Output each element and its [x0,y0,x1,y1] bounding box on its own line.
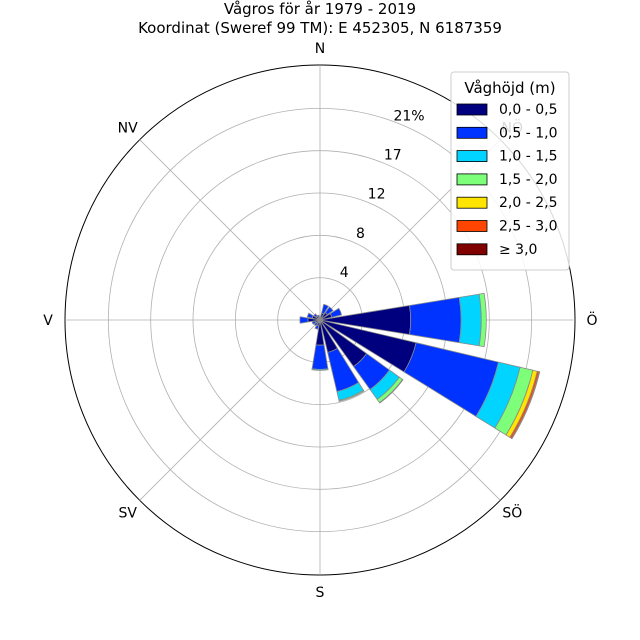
bar-segment-ÖNÖ-1 [329,307,343,318]
legend-swatch [456,126,488,139]
direction-label-Ö: Ö [586,311,597,329]
legend-label: 2,5 - 3,0 [499,219,557,235]
direction-label-SÖ: SÖ [502,503,522,521]
bars-layer [299,292,541,440]
bar-segment-ÖSÖ-6 [511,371,541,440]
bar-segment-VNV-1 [306,312,314,319]
bar-segment-SV-1 [313,321,319,327]
legend-title: Våghöjd (m) [464,79,555,97]
radial-tick-label: 4 [340,265,349,281]
bar-segment-S-2 [311,368,329,371]
direction-label-NV: NV [118,121,138,137]
bar-segment-SSÖ-3 [338,389,365,402]
chart-title: Vågros för år 1979 - 2019 [224,0,416,18]
radial-tick-label: 21% [393,109,424,125]
legend-label: 0,0 - 0,5 [499,102,557,118]
bar-segment-SSV-1 [314,324,320,330]
direction-label-N: N [315,41,325,57]
legend-label: 1,0 - 1,5 [499,149,557,165]
legend-label: ≥ 3,0 [499,242,537,258]
bar-segment-NV-1 [313,313,318,318]
legend-label: 1,5 - 2,0 [499,172,557,188]
legend-swatch [456,150,488,163]
radial-tick-label: 12 [368,187,386,203]
bar-segment-Ö-1 [409,296,462,344]
bar-segment-Ö-3 [478,292,487,348]
legend-label: 2,0 - 2,5 [499,195,557,211]
bar-segment-NNV-1 [316,314,320,318]
legend-swatch [456,173,488,186]
bar-segment-S-1 [311,344,329,370]
legend-swatch [456,243,488,256]
bar-segment-VSV-1 [311,320,317,325]
legend: Våghöjd (m) 0,0 - 0,5 0,5 - 1,0 1,0 - 1,5 1… [450,71,570,271]
bar-segment-V-1 [299,316,309,324]
radial-tick-label: 8 [356,226,365,242]
grid-spoke [139,319,321,501]
legend-swatch [456,220,488,232]
bar-segment-SÖ-4 [378,378,404,404]
legend-swatch [456,196,488,209]
chart-subtitle: Koordinat (Sweref 99 TM): E 452305, N 61… [138,19,502,37]
radial-tick-label: 17 [384,148,402,164]
direction-label-SV: SV [118,505,137,521]
legend-swatch [456,103,488,116]
legend-label: 0,5 - 1,0 [499,125,557,141]
legend-items: 0,0 - 0,5 0,5 - 1,0 1,0 - 1,5 1,5 - 2,0 2,0 … [456,102,557,258]
bar-segment-Ö-2 [458,293,482,347]
direction-label-S: S [316,585,325,601]
direction-label-V: V [43,313,53,329]
grid-spoke [139,139,321,321]
bar-segment-NÖ-1 [324,306,334,316]
bar-segment-NNÖ-1 [321,303,330,315]
